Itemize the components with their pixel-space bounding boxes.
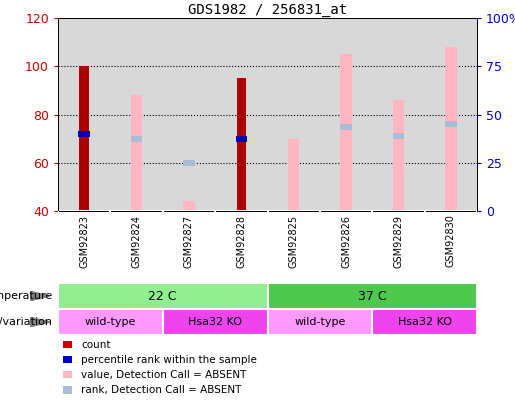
Text: rank, Detection Call = ABSENT: rank, Detection Call = ABSENT [81,385,242,395]
Bar [392,100,404,211]
Bar [267,283,477,309]
Bar [372,309,477,335]
Text: GSM92827: GSM92827 [184,215,194,268]
Text: value, Detection Call = ABSENT: value, Detection Call = ABSENT [81,370,247,380]
Text: GSM92824: GSM92824 [131,215,142,268]
Text: Hsa32 KO: Hsa32 KO [398,317,452,327]
Text: 37 C: 37 C [358,290,387,303]
Bar [340,54,352,211]
Text: Hsa32 KO: Hsa32 KO [188,317,242,327]
Text: count: count [81,339,111,350]
Title: GDS1982 / 256831_at: GDS1982 / 256831_at [188,3,347,17]
Bar [58,283,267,309]
Text: wild-type: wild-type [294,317,346,327]
Text: GSM92825: GSM92825 [289,215,299,268]
Bar [235,136,247,142]
Bar [58,309,163,335]
Bar [340,124,352,130]
Bar [288,139,299,211]
Text: genotype/variation: genotype/variation [0,317,53,327]
Text: GSM92830: GSM92830 [446,215,456,267]
Bar [79,66,89,211]
Bar [445,47,457,211]
Bar [183,160,195,166]
Bar [445,121,457,127]
Bar [235,136,247,142]
Text: temperature: temperature [0,291,53,301]
Text: 22 C: 22 C [148,290,177,303]
Bar [183,201,195,211]
Bar [163,309,267,335]
Text: GSM92829: GSM92829 [393,215,403,268]
Bar [131,136,142,142]
Bar [236,78,246,211]
Bar [267,309,372,335]
Bar [392,133,404,139]
Text: wild-type: wild-type [84,317,136,327]
Text: GSM92826: GSM92826 [341,215,351,268]
Bar [78,131,90,137]
Text: percentile rank within the sample: percentile rank within the sample [81,355,257,364]
Polygon shape [30,291,50,301]
Text: GSM92823: GSM92823 [79,215,89,268]
Text: GSM92828: GSM92828 [236,215,246,268]
Polygon shape [30,317,50,327]
Bar [131,95,142,211]
